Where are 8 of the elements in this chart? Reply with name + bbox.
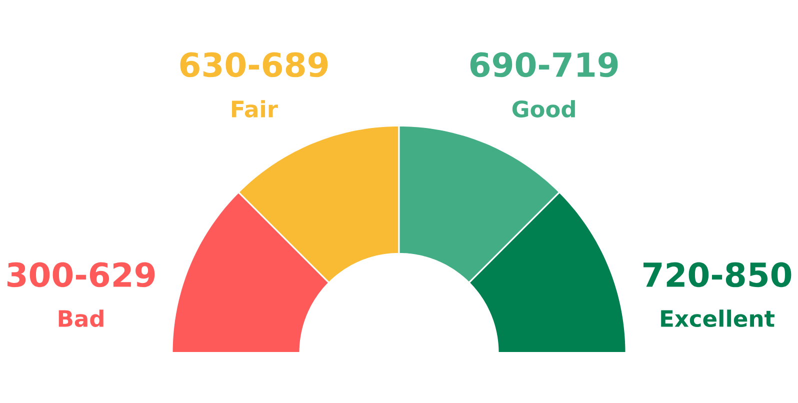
slice-label: Good — [512, 100, 575, 118]
text: 690-719 — [470, 52, 618, 78]
text: 720-850 — [643, 262, 792, 288]
slice-label: Fair — [232, 100, 278, 118]
slice-label: Excellent — [661, 310, 774, 328]
text: 300-629 — [7, 262, 155, 288]
slice-label: Bad — [58, 310, 104, 328]
text: 630-689 — [180, 52, 328, 78]
